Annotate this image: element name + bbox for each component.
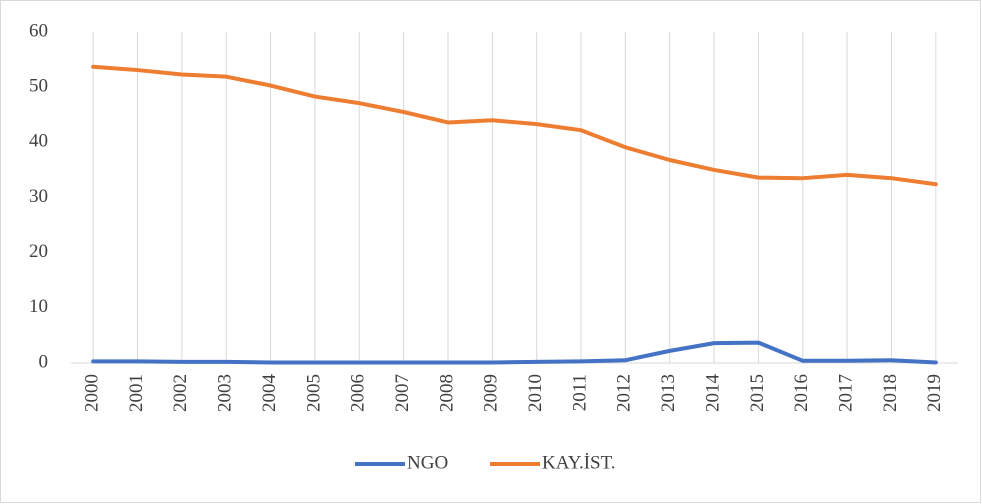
y-tick-label: 40 bbox=[29, 131, 48, 152]
x-tick-label: 2016 bbox=[791, 374, 812, 412]
x-tick-label: 2007 bbox=[392, 374, 413, 412]
legend-label: NGO bbox=[407, 452, 448, 473]
series-line bbox=[91, 64, 938, 187]
x-tick-label: 2002 bbox=[170, 374, 191, 412]
y-tick-label: 30 bbox=[29, 186, 48, 207]
series-line bbox=[91, 340, 938, 365]
x-tick-label: 2012 bbox=[614, 374, 635, 412]
x-tick-label: 2005 bbox=[303, 374, 324, 412]
x-tick-label: 2000 bbox=[82, 374, 103, 412]
legend-label: KAY.İST. bbox=[542, 452, 616, 473]
x-tick-label: 2018 bbox=[880, 374, 901, 412]
x-tick-label: 2010 bbox=[525, 374, 546, 412]
x-tick-label: 2013 bbox=[658, 374, 679, 412]
y-tick-label: 60 bbox=[29, 20, 48, 41]
x-tick-label: 2009 bbox=[481, 374, 502, 412]
x-tick-label: 2004 bbox=[259, 374, 280, 413]
x-tick-label: 2014 bbox=[702, 374, 723, 413]
y-tick-label: 0 bbox=[39, 351, 49, 372]
x-tick-label: 2008 bbox=[436, 374, 457, 412]
x-tick-label: 2019 bbox=[924, 374, 945, 412]
x-tick-label: 2015 bbox=[747, 374, 768, 412]
y-tick-label: 50 bbox=[29, 76, 48, 97]
x-tick-label: 2011 bbox=[569, 374, 590, 411]
x-tick-label: 2017 bbox=[835, 374, 856, 412]
y-tick-label: 10 bbox=[29, 296, 48, 317]
y-tick-label: 20 bbox=[29, 241, 48, 262]
x-tick-label: 2001 bbox=[126, 374, 147, 412]
x-tick-label: 2006 bbox=[348, 374, 369, 412]
x-tick-label: 2003 bbox=[215, 374, 236, 412]
